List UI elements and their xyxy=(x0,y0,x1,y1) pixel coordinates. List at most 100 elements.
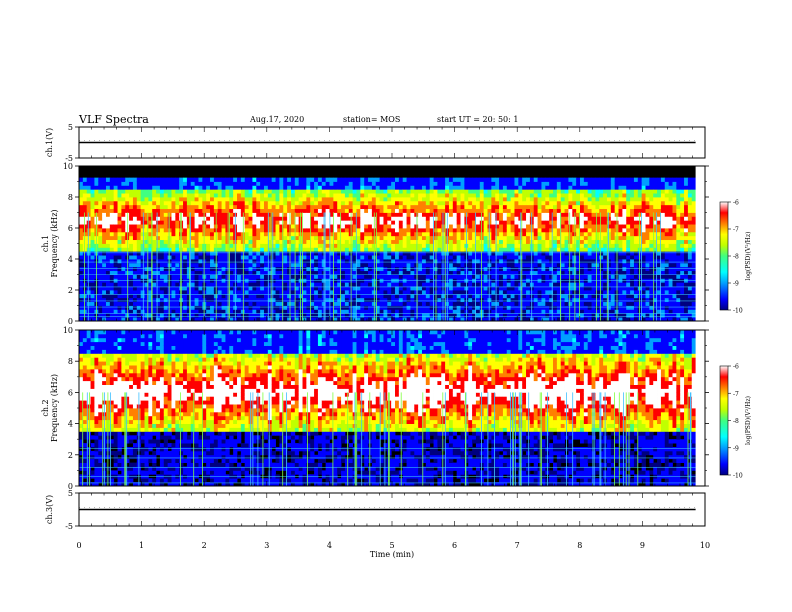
spectrogram-cell xyxy=(283,204,288,210)
spectrogram-cell xyxy=(109,212,115,217)
spectrogram-cell xyxy=(537,309,542,314)
spectrogram-cell xyxy=(194,251,199,256)
spectrogram-cell xyxy=(252,247,257,252)
spectrogram-cell xyxy=(171,220,176,225)
spectrogram-cell xyxy=(468,317,473,322)
spectrogram-cell xyxy=(533,274,538,279)
spectrogram-cell xyxy=(395,200,400,206)
spectrogram-cell xyxy=(356,228,361,233)
spectrogram-cell xyxy=(186,200,192,206)
spectrogram-cell xyxy=(360,220,365,225)
spectrogram-cell xyxy=(460,200,465,206)
spectrogram-cell xyxy=(198,224,203,229)
spectrogram-cell xyxy=(152,293,157,299)
spectrogram-cell xyxy=(213,181,219,186)
spectrogram-cell xyxy=(352,293,357,299)
spectrogram-cell xyxy=(109,231,115,237)
spectrogram-cell xyxy=(86,262,91,268)
spectrogram-cell xyxy=(391,305,396,310)
spectrogram-cell xyxy=(148,282,153,287)
spectrogram-cell xyxy=(499,305,504,310)
spectrogram-cell xyxy=(163,243,169,248)
spectrogram-cell xyxy=(483,293,488,299)
spectrogram-cell xyxy=(545,270,550,275)
spectrogram-cell xyxy=(190,220,196,225)
spectrogram-cell xyxy=(545,224,550,229)
spectrogram-cell xyxy=(383,177,388,182)
spectrogram-cell xyxy=(425,251,431,256)
spectrogram-cell xyxy=(256,224,261,229)
spectrogram-cell xyxy=(398,212,404,217)
spectrogram-cell xyxy=(341,181,346,186)
spectrogram-cell xyxy=(410,301,415,306)
spectrogram-cell xyxy=(314,212,319,217)
spectrogram-cell xyxy=(379,181,384,186)
spectrogram-cell xyxy=(483,189,488,194)
spectrogram-cell xyxy=(533,251,538,256)
spectrogram-cell xyxy=(541,204,546,210)
spectrogram-cell xyxy=(121,282,126,287)
spectrogram-cell xyxy=(113,204,118,210)
spectrogram-cell xyxy=(175,290,180,295)
spectrogram-cell xyxy=(472,193,477,198)
spectrogram-cell xyxy=(545,286,550,291)
spectrogram-cell xyxy=(448,270,454,275)
spectrogram-cell xyxy=(368,224,373,229)
spectrogram-cell xyxy=(314,297,319,303)
spectrogram-cell xyxy=(225,259,230,264)
spectrogram-cell xyxy=(206,231,211,237)
spectrogram-cell xyxy=(487,255,492,260)
spectrogram-cell xyxy=(159,266,165,272)
spectrogram-cell xyxy=(302,270,307,275)
spectrogram-cell xyxy=(553,193,558,198)
spectrogram-cell xyxy=(341,290,346,295)
spectrogram-cell xyxy=(260,293,265,299)
spectrogram-cell xyxy=(499,228,504,233)
spectrogram-cell xyxy=(448,220,454,225)
spectrogram-cell xyxy=(175,286,180,291)
spectrogram-cell xyxy=(387,216,392,221)
spectrogram-cell xyxy=(333,313,338,318)
spectrogram-cell xyxy=(456,251,461,256)
spectrogram-cell xyxy=(553,216,558,221)
spectrogram-cell xyxy=(479,255,485,260)
spectrogram-cell xyxy=(79,293,84,299)
spectrogram-cell xyxy=(383,185,388,190)
spectrogram-cell xyxy=(483,282,488,287)
spectrogram-cell xyxy=(502,282,508,287)
spectrogram-cell xyxy=(221,255,226,260)
spectrogram-cell xyxy=(210,274,215,279)
spectrogram-cell xyxy=(526,262,531,268)
spectrogram-cell xyxy=(279,313,284,318)
spectrogram-cell xyxy=(545,297,550,303)
spectrogram-cell xyxy=(564,274,569,279)
spectrogram-cell xyxy=(102,247,107,252)
spectrogram-cell xyxy=(580,216,585,221)
spectrogram-cell xyxy=(510,220,515,225)
spectrogram-cell xyxy=(499,212,504,217)
spectrogram-cell xyxy=(410,297,415,303)
spectrogram-cell xyxy=(506,200,512,206)
spectrogram-cell xyxy=(437,266,442,272)
spectrogram-cell xyxy=(248,270,253,275)
spectrogram-cell xyxy=(132,204,138,210)
spectrogram-cell xyxy=(163,204,169,210)
spectrogram-cell xyxy=(545,204,550,210)
spectrogram-cell xyxy=(441,177,446,182)
spectrogram-cell xyxy=(398,262,404,268)
spectrogram-cell xyxy=(225,220,230,225)
spectrogram-cell xyxy=(406,220,411,225)
spectrogram-cell xyxy=(472,270,477,275)
spectrogram-cell xyxy=(333,185,338,190)
spectrogram-cell xyxy=(572,224,577,229)
spectrogram-cell xyxy=(98,216,103,221)
spectrogram-cell xyxy=(175,181,180,186)
spectrogram-cell xyxy=(456,259,461,264)
spectrogram-cell xyxy=(198,208,203,213)
spectrogram-cell xyxy=(537,177,542,182)
spectrogram-cell xyxy=(198,220,203,225)
spectrogram-cell xyxy=(186,235,192,241)
spectrogram-cell xyxy=(456,243,461,248)
spectrogram-cell xyxy=(194,313,199,318)
spectrogram-cell xyxy=(314,305,319,310)
